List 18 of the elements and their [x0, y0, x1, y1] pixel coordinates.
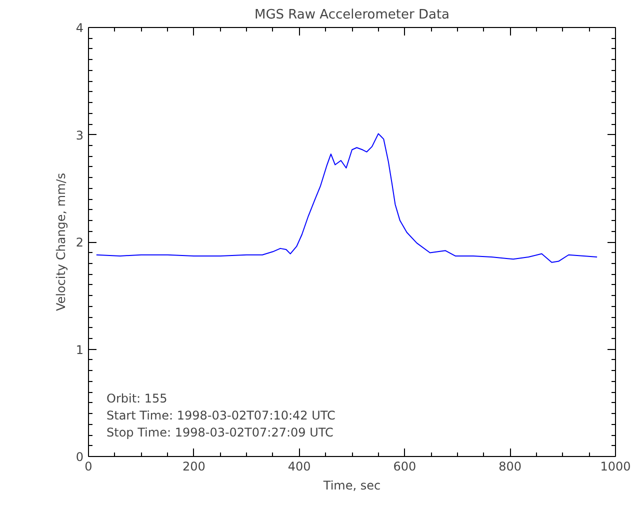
x-tick-label: 600	[393, 460, 416, 474]
x-tick-label: 800	[498, 460, 522, 474]
x-axis-title: Time, sec	[322, 478, 381, 492]
x-tick-label: 400	[288, 460, 311, 474]
x-tick-label: 1000	[600, 460, 631, 474]
annotation: Stop Time: 1998-03-02T07:27:09 UTC	[106, 426, 334, 440]
x-tick-label: 200	[182, 460, 206, 474]
x-tick-label: 0	[84, 460, 92, 474]
y-axis-title: Velocity Change, mm/s	[54, 172, 68, 312]
annotation: Start Time: 1998-03-02T07:10:42 UTC	[106, 408, 336, 422]
y-tick-label: 2	[76, 236, 84, 250]
y-tick-label: 1	[76, 342, 84, 357]
y-tick-label: 4	[76, 21, 84, 35]
chart-title: MGS Raw Accelerometer Data	[254, 8, 450, 22]
y-tick-label: 3	[76, 128, 84, 142]
annotation: Orbit: 155	[106, 392, 168, 406]
y-tick-label: 0	[76, 450, 84, 464]
line-series	[96, 133, 598, 263]
